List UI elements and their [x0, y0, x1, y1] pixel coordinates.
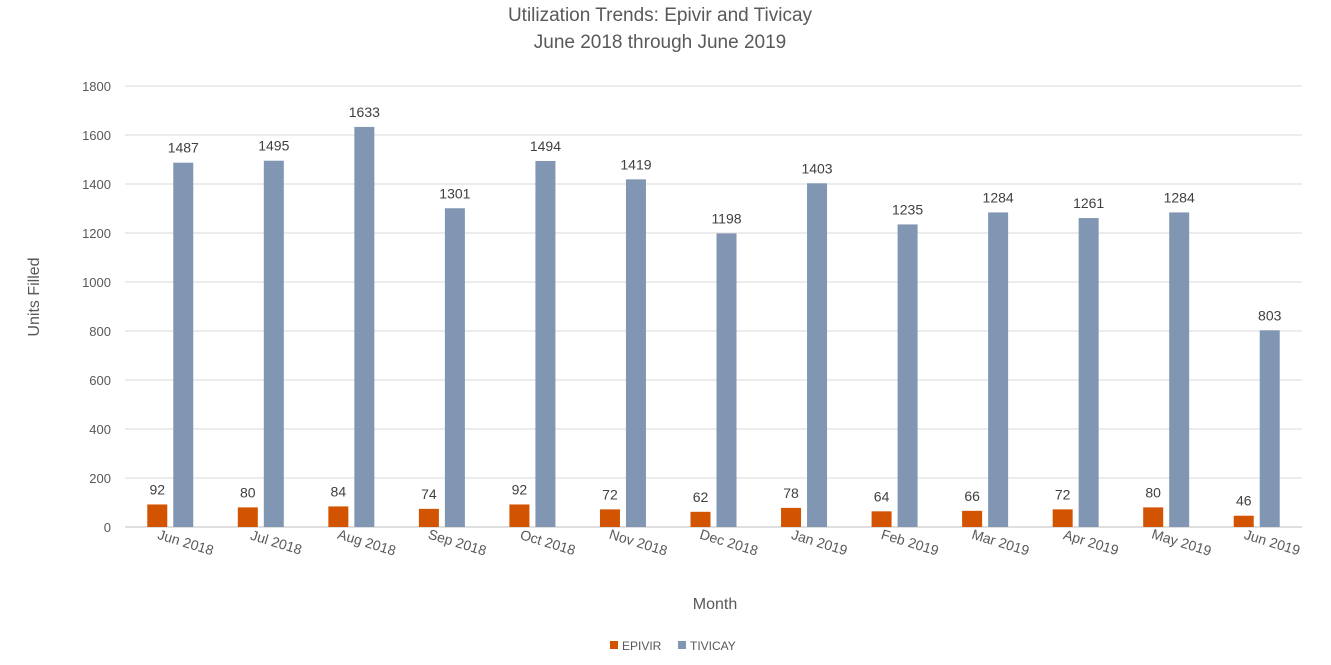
x-tick-label: Nov 2018	[607, 526, 669, 559]
legend-label-epivir: EPIVIR	[622, 639, 662, 653]
bar-tivicay	[625, 179, 646, 527]
bar-epivir	[871, 511, 892, 527]
data-label-tivicay: 1261	[1073, 195, 1104, 211]
legend: EPIVIR TIVICAY	[610, 639, 736, 653]
bar-tivicay	[897, 224, 918, 528]
bar-tivicay	[535, 160, 556, 527]
data-labels: 92 1487 80 1495 84 1633 74 1301 92 1494 72 1419 62 11…	[149, 104, 1281, 509]
data-label-tivicay: 803	[1258, 307, 1282, 323]
bar-tivicay	[988, 212, 1009, 528]
data-label-tivicay: 1284	[1164, 189, 1195, 205]
bar-epivir	[690, 511, 711, 527]
data-label-tivicay: 1284	[983, 189, 1014, 205]
data-label-epivir: 72	[602, 486, 618, 502]
y-tick-label: 1200	[82, 226, 111, 241]
y-tick-label: 1400	[82, 177, 111, 192]
bar-epivir	[962, 510, 983, 527]
bar-epivir	[418, 508, 439, 527]
data-label-epivir: 92	[512, 481, 528, 497]
data-label-tivicay: 1495	[258, 138, 289, 154]
data-label-epivir: 84	[331, 483, 347, 499]
y-tick-label: 600	[89, 373, 111, 388]
data-label-tivicay: 1419	[620, 156, 651, 172]
y-tick-label: 1800	[82, 79, 111, 94]
bar-epivir	[328, 506, 349, 527]
x-axis-ticks: Jun 2018 Jul 2018 Aug 2018 Sep 2018 Oct 2018…	[156, 526, 1302, 559]
data-label-tivicay: 1198	[711, 210, 741, 226]
legend-swatch-epivir	[610, 641, 618, 649]
bars	[147, 126, 1280, 528]
y-tick-label: 800	[89, 324, 111, 339]
legend-swatch-tivicay	[678, 641, 686, 649]
x-axis-label: Month	[693, 596, 737, 613]
x-tick-label: Feb 2019	[879, 526, 940, 559]
bar-tivicay	[716, 233, 737, 528]
x-tick-label: Jun 2019	[1242, 526, 1302, 558]
x-tick-label: Jan 2019	[790, 526, 850, 558]
x-tick-label: Aug 2018	[336, 526, 398, 559]
data-label-epivir: 74	[421, 486, 437, 502]
bar-epivir	[599, 509, 620, 527]
x-tick-label: Dec 2018	[698, 526, 760, 559]
bar-tivicay	[354, 126, 375, 527]
gridlines	[125, 85, 1302, 528]
bar-tivicay	[1078, 218, 1099, 527]
bar-epivir	[1052, 509, 1073, 527]
y-tick-label: 1600	[82, 128, 111, 143]
data-label-tivicay: 1487	[168, 140, 199, 156]
bar-tivicay	[173, 162, 194, 527]
bar-tivicay	[1169, 212, 1190, 528]
x-tick-label: Oct 2018	[518, 526, 577, 558]
bar-epivir	[509, 504, 530, 527]
data-label-epivir: 72	[1055, 486, 1071, 502]
bar-epivir	[781, 507, 802, 527]
data-label-epivir: 80	[240, 484, 256, 500]
x-tick-label: Mar 2019	[970, 526, 1031, 559]
y-axis-label: Units Filled	[26, 257, 43, 336]
data-label-epivir: 46	[1236, 493, 1252, 509]
bar-tivicay	[1259, 330, 1280, 527]
data-label-tivicay: 1494	[530, 138, 561, 154]
data-label-tivicay: 1301	[439, 185, 470, 201]
y-tick-label: 0	[104, 520, 111, 535]
data-label-tivicay: 1633	[349, 104, 380, 120]
data-label-tivicay: 1403	[801, 160, 832, 176]
bar-tivicay	[263, 160, 284, 527]
y-tick-label: 1000	[82, 275, 111, 290]
bar-epivir	[1143, 507, 1164, 527]
x-tick-label: Jun 2018	[156, 526, 216, 558]
x-tick-label: Sep 2018	[426, 526, 488, 559]
bar-tivicay	[807, 183, 828, 527]
y-tick-label: 400	[89, 422, 111, 437]
data-label-epivir: 92	[149, 481, 165, 497]
chart-subtitle: June 2018 through June 2019	[534, 32, 787, 53]
data-label-epivir: 78	[783, 485, 799, 501]
legend-label-tivicay: TIVICAY	[690, 639, 736, 653]
data-label-epivir: 62	[693, 489, 709, 505]
x-tick-label: May 2019	[1150, 526, 1214, 559]
y-tick-label: 200	[89, 471, 111, 486]
bar-epivir	[147, 504, 168, 527]
x-tick-label: Apr 2019	[1062, 526, 1121, 558]
data-label-epivir: 66	[964, 488, 980, 504]
data-label-epivir: 80	[1145, 484, 1161, 500]
data-label-tivicay: 1235	[892, 201, 923, 217]
chart-title: Utilization Trends: Epivir and Tivicay	[508, 5, 813, 26]
bar-tivicay	[444, 208, 465, 527]
bar-epivir	[237, 507, 258, 527]
x-tick-label: Jul 2018	[249, 527, 305, 558]
data-label-epivir: 64	[874, 488, 890, 504]
y-axis-ticks: 0 200 400 600 800 1000 1200 1400 1600 1800	[82, 79, 111, 535]
bar-epivir	[1233, 515, 1254, 527]
